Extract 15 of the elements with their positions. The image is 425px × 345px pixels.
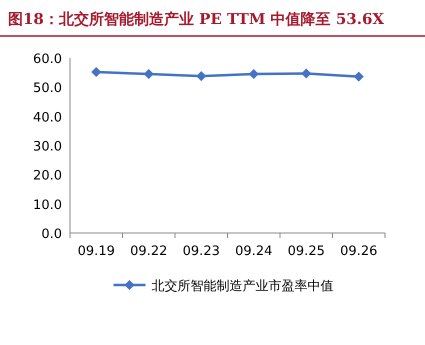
y-tick-label: 60.0 [33,52,62,67]
x-tick-label: 09.19 [78,244,115,259]
x-tick-label: 09.26 [340,244,378,259]
y-tick-label: 50.0 [33,81,62,96]
y-tick-label: 10.0 [33,198,62,213]
x-tick-label: 09.25 [288,244,325,259]
legend-label: 北交所智能制造产业市盈率中值 [152,278,334,294]
x-tick-label: 09.23 [182,244,220,259]
y-tick-label: 0.0 [41,227,62,242]
y-tick-label: 30.0 [33,140,62,154]
x-tick-label: 09.24 [235,244,272,259]
y-tick-label: 20.0 [33,168,62,184]
x-tick-label: 09.22 [130,244,168,259]
y-tick-label: 40.0 [33,110,62,126]
chart-title: 图18：北交所智能制造产业 PE TTM 中值降至 53.6X [8,10,384,28]
